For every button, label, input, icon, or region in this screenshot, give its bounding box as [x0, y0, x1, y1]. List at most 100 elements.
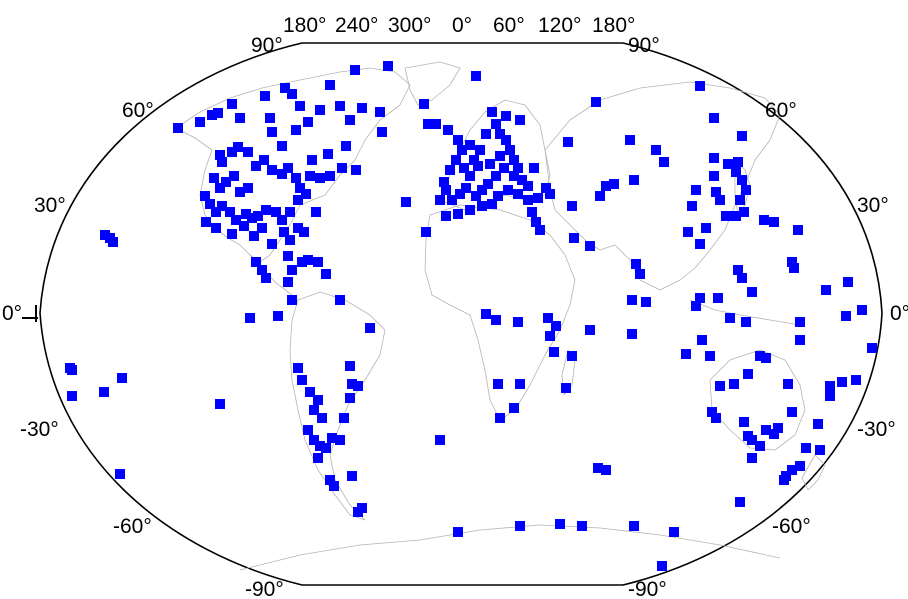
station-marker	[609, 179, 619, 189]
station-marker	[711, 413, 721, 423]
station-marker	[535, 225, 545, 235]
station-marker	[747, 453, 757, 463]
station-marker	[435, 195, 445, 205]
station-marker	[755, 351, 765, 361]
station-marker	[601, 465, 611, 475]
station-marker	[551, 321, 561, 331]
station-marker	[239, 221, 249, 231]
station-marker	[627, 329, 637, 339]
station-marker	[265, 113, 275, 123]
station-marker	[365, 323, 375, 333]
station-marker	[325, 171, 335, 181]
station-marker	[257, 265, 267, 275]
lon-label-0: 0°	[452, 14, 472, 37]
station-marker	[311, 207, 321, 217]
station-marker	[339, 413, 349, 423]
station-marker	[453, 209, 463, 219]
station-marker	[493, 379, 503, 389]
station-marker	[335, 435, 345, 445]
station-marker	[229, 171, 239, 181]
station-marker	[303, 117, 313, 127]
station-marker	[283, 251, 293, 261]
station-marker	[625, 135, 635, 145]
station-marker	[309, 435, 319, 445]
station-marker	[523, 195, 533, 205]
station-marker	[825, 391, 835, 401]
station-marker	[259, 155, 269, 165]
station-marker	[743, 369, 753, 379]
station-marker	[563, 137, 573, 147]
station-marker	[337, 163, 347, 173]
station-marker	[173, 123, 183, 133]
station-marker	[773, 423, 783, 433]
station-marker	[695, 239, 705, 249]
lat-left-minus60: -60°	[113, 515, 152, 538]
station-marker	[439, 177, 449, 187]
station-marker	[545, 189, 555, 199]
station-marker	[217, 157, 227, 167]
station-marker	[443, 125, 453, 135]
station-marker	[531, 217, 541, 227]
station-marker	[631, 259, 641, 269]
station-marker	[709, 113, 719, 123]
station-marker	[377, 127, 387, 137]
station-marker	[313, 395, 323, 405]
station-marker	[335, 295, 345, 305]
station-marker	[515, 115, 525, 125]
station-marker	[297, 257, 307, 267]
coast-indonesia	[689, 299, 801, 326]
station-marker	[567, 351, 577, 361]
station-marker	[515, 521, 525, 531]
station-marker	[515, 379, 525, 389]
station-marker	[747, 287, 757, 297]
lat-right-minus90: -90°	[628, 578, 667, 599]
station-marker	[453, 527, 463, 537]
lat-right-minus30: -30°	[857, 418, 896, 441]
station-marker	[725, 313, 735, 323]
station-marker	[350, 65, 360, 75]
station-marker	[295, 101, 305, 111]
station-marker	[235, 113, 245, 123]
left-latitude-labels: 90° 60° 30° 0° -30° -60° -90°	[2, 34, 284, 599]
station-marker	[549, 347, 559, 357]
station-marker	[585, 325, 595, 335]
station-marker	[485, 159, 495, 169]
station-marker	[299, 227, 309, 237]
station-marker	[801, 443, 811, 453]
station-marker	[280, 83, 290, 93]
station-marker	[305, 387, 315, 397]
station-marker	[695, 293, 705, 303]
station-marker	[245, 313, 255, 323]
station-marker	[277, 169, 287, 179]
station-marker	[517, 175, 527, 185]
coast-greenland	[404, 61, 461, 106]
station-marker	[435, 435, 445, 445]
station-marker	[543, 313, 553, 323]
station-marker	[491, 171, 501, 181]
lat-left-0: 0°	[2, 302, 22, 325]
station-marker	[327, 433, 337, 443]
station-marker	[737, 175, 747, 185]
station-marker	[227, 147, 237, 157]
station-marker	[787, 465, 797, 475]
station-marker	[729, 379, 739, 389]
station-marker	[825, 381, 835, 391]
station-marker	[481, 129, 491, 139]
station-marker	[783, 379, 793, 389]
station-marker	[691, 301, 701, 311]
station-marker	[235, 187, 245, 197]
station-marker	[329, 481, 339, 491]
station-marker	[735, 497, 745, 507]
station-marker	[461, 183, 471, 193]
station-marker	[357, 503, 367, 513]
station-marker	[841, 311, 851, 321]
station-marker	[357, 103, 367, 113]
station-marker	[695, 81, 705, 91]
coast-north-america	[175, 67, 411, 263]
station-marker	[513, 189, 523, 199]
station-marker	[291, 173, 301, 183]
station-marker	[735, 195, 745, 205]
station-marker	[455, 189, 465, 199]
station-marker	[561, 383, 571, 393]
station-marker	[821, 285, 831, 295]
